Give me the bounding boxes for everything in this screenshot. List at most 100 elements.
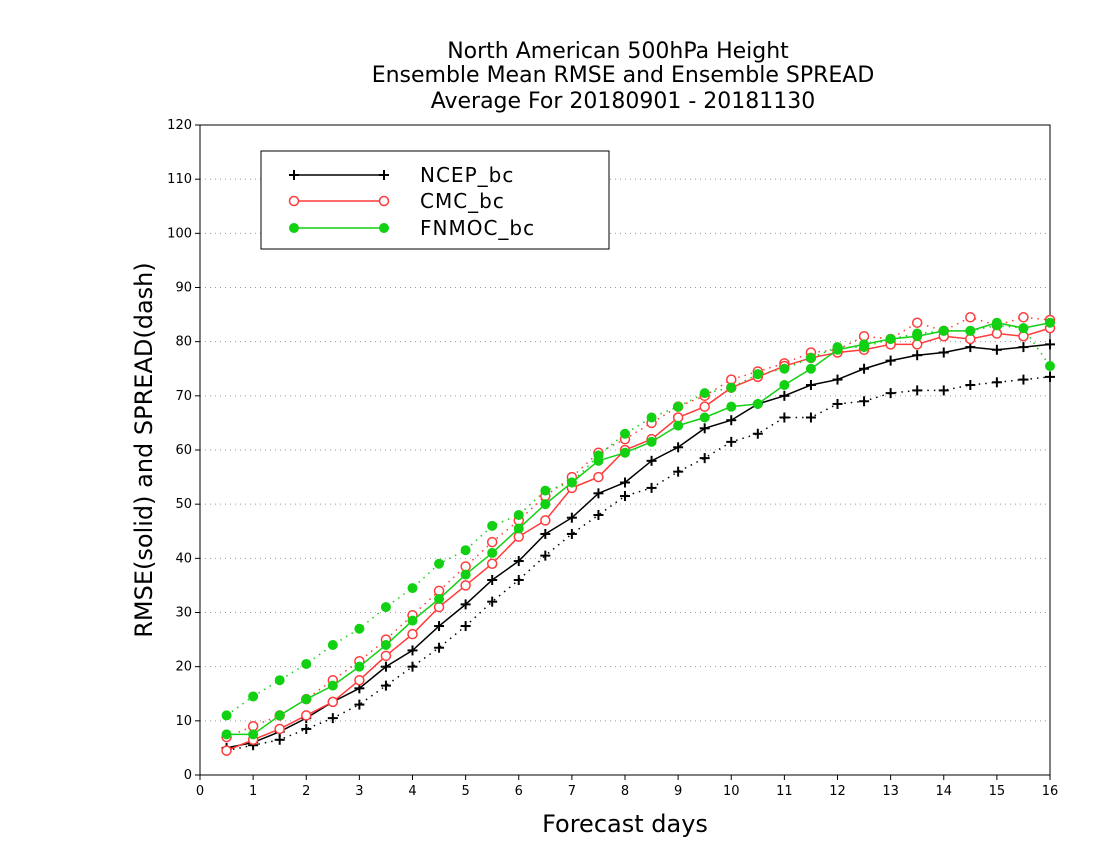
y-axis-label: RMSE(solid) and SPREAD(dash) [130,262,158,638]
cmc-bc-legend-label: CMC_bc [420,189,505,213]
chart-title: North American 500hPa Height Ensemble Me… [372,39,875,114]
fnmoc-bc-rmse-point [805,363,816,374]
ncep-bc-spread-point [380,680,391,691]
ncep-bc-legend-marker [379,170,389,180]
x-tick-label: 4 [408,784,416,799]
ncep-bc-rmse-point [885,355,896,366]
fnmoc-bc-rmse-point [460,569,471,580]
ncep-bc-rmse-point [699,423,710,434]
x-tick-label: 10 [723,784,740,799]
fnmoc-bc-rmse-point [832,344,843,355]
y-tick-label: 40 [175,551,192,566]
ncep-bc-spread-point [434,642,445,653]
cmc-bc-rmse-point [486,558,498,569]
ncep-bc-rmse-point [832,374,843,385]
x-tick-label: 16 [1042,784,1059,799]
ncep-bc-spread-point [620,491,630,502]
fnmoc-bc-legend-marker [289,223,299,233]
fnmoc-bc-spread-point [380,602,391,613]
x-tick-label: 15 [989,784,1006,799]
title-line-3: Average For 20180901 - 20181130 [431,89,816,114]
x-axis-ticks: 0 1 2 3 4 5 6 7 8 9 10 11 12 13 14 15 16 [196,775,1058,799]
ncep-bc-rmse-point [513,556,524,567]
ncep-bc-spread-point [912,385,923,396]
ncep-bc-spread-point [726,436,737,447]
fnmoc-bc-rmse-point [327,680,338,691]
cmc-bc-legend-marker [288,195,300,207]
fnmoc-bc-spread-point [460,545,471,556]
fnmoc-bc-rmse-point [274,710,285,721]
fnmoc-bc-rmse-point [885,333,896,344]
fnmoc-bc-spread-point [327,640,338,650]
fnmoc-bc-rmse-point [991,317,1002,328]
fnmoc-bc-spread-point [301,658,312,669]
fnmoc-bc-spread-point [805,352,816,363]
x-tick-label: 7 [568,784,576,799]
ncep-bc-spread-point [859,396,870,407]
ncep-bc-rmse-point [938,347,949,358]
ncep-bc-spread-point [699,453,710,464]
fnmoc-bc-rmse-point [566,477,577,488]
ncep-bc-spread-point [1045,371,1055,382]
fnmoc-bc-rmse-point [301,694,312,705]
ncep-bc-rmse-point [646,455,657,466]
ncep-bc-spread-point [566,528,577,539]
fnmoc-bc-spread-point [699,388,710,399]
fnmoc-bc-rmse-point [938,325,949,336]
ncep-bc-spread-point [354,699,365,710]
ncep-bc-rmse-point [1018,342,1029,353]
fnmoc-bc-spread-series [221,320,1055,721]
ncep-bc-legend-marker [289,170,299,180]
y-tick-label: 120 [167,118,192,133]
fnmoc-bc-spread-point [354,623,365,634]
fnmoc-bc-rmse-point [513,523,524,534]
x-tick-label: 8 [621,784,629,799]
ncep-bc-rmse-point [805,380,816,390]
ncep-bc-spread-point [407,661,418,672]
fnmoc-bc-rmse-point [354,661,365,672]
ncep-bc-rmse-point [859,363,870,374]
fnmoc-bc-rmse-point [593,455,604,466]
cmc-bc-rmse-point [593,471,604,483]
ncep-bc-spread-point [752,428,763,439]
fnmoc-bc-rmse-point [434,593,445,604]
fnmoc-bc-rmse-point [646,436,657,447]
fnmoc-bc-rmse-point [540,499,551,510]
fnmoc-bc-legend-marker [379,223,389,233]
fnmoc-bc-spread-point [513,510,524,520]
ncep-bc-spread-point [805,412,816,423]
fnmoc-bc-rmse-point [752,398,763,409]
y-tick-label: 90 [175,281,192,296]
fnmoc-bc-rmse-point [487,547,498,558]
ncep-bc-rmse-point [487,575,498,585]
ncep-bc-spread-point [301,723,312,734]
cmc-bc-spread-point [486,536,498,548]
ncep-bc-rmse-point [407,645,418,656]
fnmoc-bc-rmse-series [221,317,1055,740]
cmc-bc-rmse-point [354,674,365,686]
ncep-bc-spread-point [965,380,976,390]
fnmoc-bc-spread-line [226,324,1051,717]
fnmoc-bc-rmse-point [620,447,630,458]
ncep-bc-spread-series [221,371,1055,756]
title-line-1: North American 500hPa Height [447,39,789,64]
ncep-bc-rmse-point [593,488,604,499]
x-tick-label: 12 [829,784,846,799]
cmc-bc-rmse-point [699,401,710,412]
ncep-bc-spread-point [327,713,338,724]
ncep-bc-spread-point [885,388,896,399]
cmc-bc-spread-point [911,317,923,328]
ncep-bc-spread-point [513,575,524,585]
ncep-bc-spread-point [832,398,843,409]
cmc-bc-rmse-point [407,628,418,640]
fnmoc-bc-rmse-point [726,401,737,412]
cmc-bc-rmse-point [327,696,339,708]
fnmoc-bc-spread-point [248,691,259,702]
x-tick-label: 3 [355,784,363,799]
fnmoc-bc-rmse-point [779,380,790,390]
fnmoc-bc-spread-point [726,382,737,393]
ncep-bc-spread-point [646,482,657,493]
ncep-bc-spread-point [593,510,604,520]
y-tick-label: 30 [175,606,192,621]
